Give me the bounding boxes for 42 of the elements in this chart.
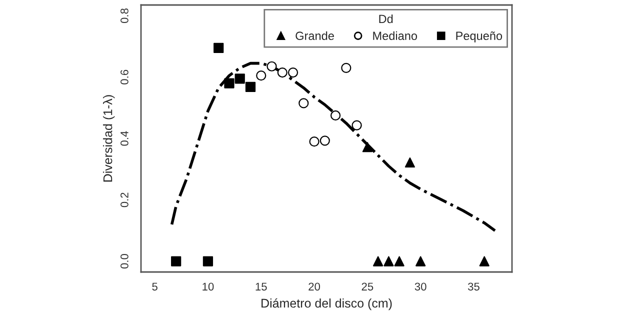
y-tick-label: 0.8 xyxy=(120,8,128,24)
point xyxy=(384,256,394,266)
point xyxy=(266,61,277,72)
point xyxy=(245,82,256,92)
point xyxy=(320,136,330,146)
point xyxy=(416,256,426,266)
x-tick-label: 20 xyxy=(308,282,320,291)
x-axis-title: Diámetro del disco (cm) xyxy=(262,298,392,310)
point xyxy=(256,70,266,81)
y-tick-label: 0.6 xyxy=(120,70,128,84)
x-tick-label: 10 xyxy=(202,282,214,291)
x-tick-label: 15 xyxy=(256,282,267,291)
y-tick-label: 0.0 xyxy=(120,254,128,269)
point xyxy=(362,142,372,152)
point xyxy=(277,67,288,78)
point xyxy=(224,78,234,88)
x-tick-label: 5 xyxy=(152,282,158,291)
point xyxy=(373,256,384,266)
point xyxy=(309,136,320,147)
legend-title: Dd xyxy=(379,14,393,24)
y-tick-label: 0.4 xyxy=(120,131,128,146)
y-tick-label: 0.2 xyxy=(120,192,128,208)
point xyxy=(234,74,245,84)
legend-label: Pequeño xyxy=(456,31,502,42)
point xyxy=(288,67,298,78)
point xyxy=(394,256,404,266)
point xyxy=(352,120,362,130)
point xyxy=(330,110,341,121)
x-tick-label: 35 xyxy=(468,282,480,291)
point xyxy=(171,256,182,266)
legend-label: Mediano xyxy=(373,31,418,40)
point xyxy=(202,256,214,266)
point xyxy=(214,42,224,54)
point xyxy=(404,157,416,168)
point xyxy=(479,256,490,266)
x-tick-label: 25 xyxy=(362,282,374,291)
point xyxy=(341,62,352,73)
point xyxy=(298,98,309,108)
line-series xyxy=(170,62,496,232)
y-axis-title: Diversidad (1-λ) xyxy=(103,95,115,182)
legend-label: Grande xyxy=(296,31,334,40)
x-tick-label: 30 xyxy=(414,282,426,291)
